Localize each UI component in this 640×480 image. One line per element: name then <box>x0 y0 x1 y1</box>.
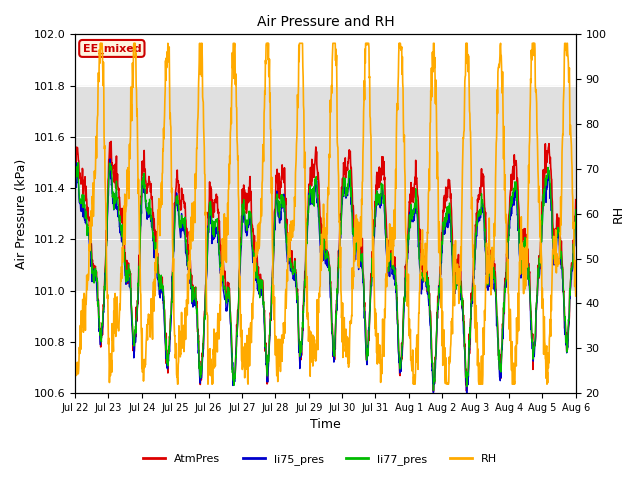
Y-axis label: Air Pressure (kPa): Air Pressure (kPa) <box>15 158 28 269</box>
Bar <box>75 85 576 290</box>
Y-axis label: RH: RH <box>612 204 625 223</box>
Text: EE_mixed: EE_mixed <box>83 43 141 54</box>
Title: Air Pressure and RH: Air Pressure and RH <box>257 15 394 29</box>
Legend: AtmPres, li75_pres, li77_pres, RH: AtmPres, li75_pres, li77_pres, RH <box>139 450 501 469</box>
X-axis label: Time: Time <box>310 419 340 432</box>
